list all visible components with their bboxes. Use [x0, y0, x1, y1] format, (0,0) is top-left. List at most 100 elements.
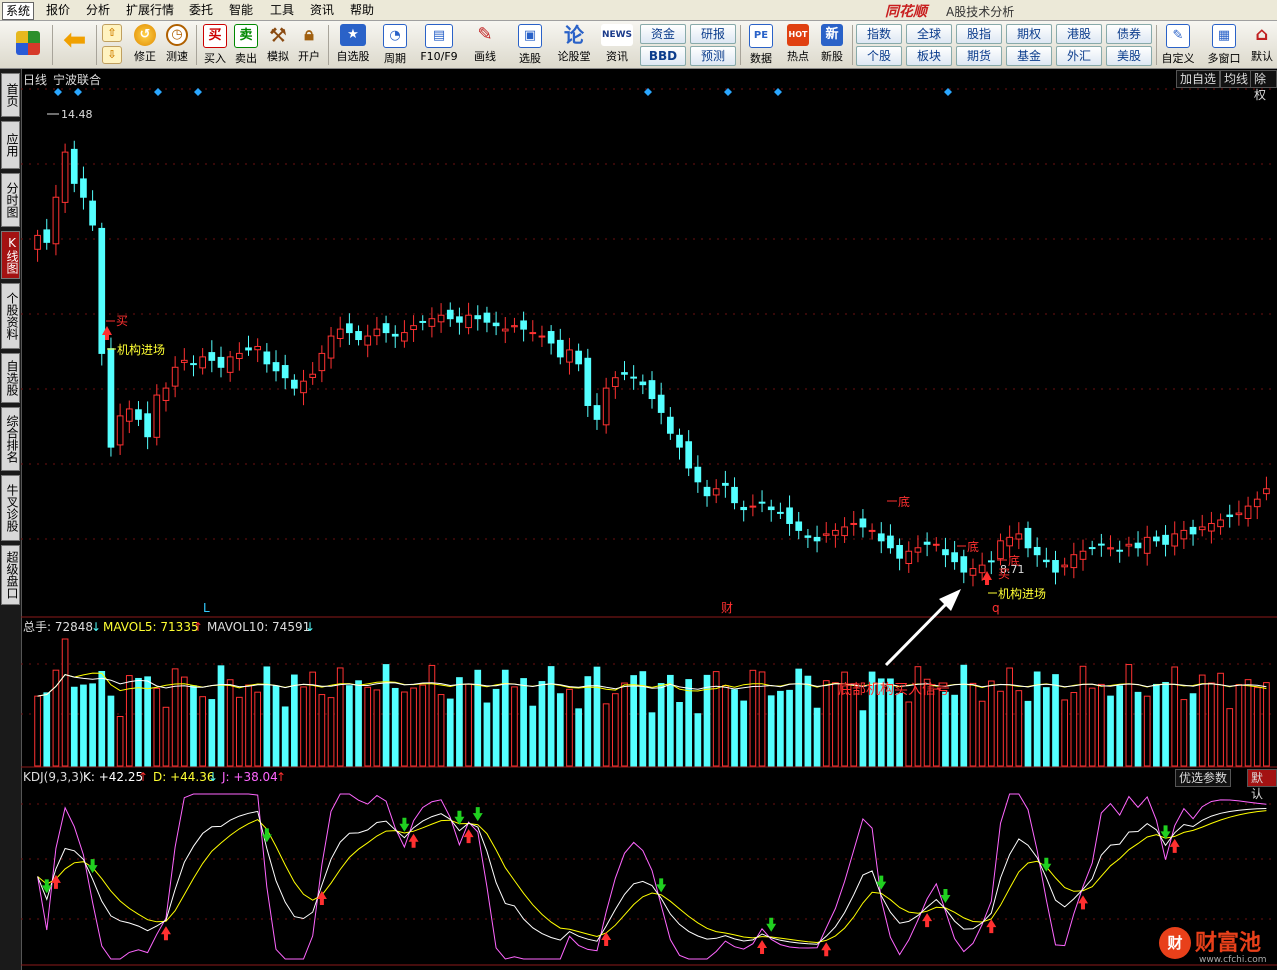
simulate-button[interactable]: ⚒ 模拟	[267, 23, 289, 63]
draw-line-button[interactable]: ✎ 画线	[474, 24, 496, 63]
candle-body-122	[1153, 536, 1160, 542]
optimal-params-button[interactable]: 优选参数	[1175, 769, 1232, 787]
volume-total: 总手: 72848	[23, 620, 93, 634]
volume-bar-111	[1052, 674, 1059, 767]
layout-button[interactable]	[12, 23, 44, 67]
kdj-default-button[interactable]: 默认	[1247, 769, 1277, 801]
tab-diagnosis[interactable]: 牛叉诊股	[1, 475, 20, 541]
market-us-button[interactable]: 美股	[1106, 46, 1152, 66]
candle-body-116	[1098, 543, 1105, 546]
volume-bar-121	[1143, 695, 1151, 767]
arrow-left-icon: ⬅	[63, 23, 87, 56]
menu-ext-market[interactable]: 扩展行情	[126, 3, 175, 17]
candle-body-39	[391, 333, 399, 337]
tab-stock-info[interactable]: 个股资料	[1, 283, 20, 349]
sell-button[interactable]: 卖 卖出	[230, 23, 262, 67]
tab-kline[interactable]: K线图	[1, 231, 20, 279]
chart-svg: 14.48 买 机构进场 底 底 底 8.71 买 机构进场 L 财 q 底部机…	[21, 88, 1277, 966]
volume-bar-3	[61, 638, 69, 767]
menu-system[interactable]: 系统	[2, 2, 35, 20]
buy-button[interactable]: 买 买入	[199, 23, 231, 67]
data-button[interactable]: PE 数据	[745, 23, 777, 67]
period-button[interactable]: ◔ 周期	[377, 23, 413, 67]
candle-body-60	[584, 357, 592, 406]
market-stock-button[interactable]: 个股	[856, 46, 902, 66]
market-fund-button[interactable]: 基金	[1006, 46, 1052, 66]
volume-ma5-up-icon: ↑	[193, 620, 203, 634]
tab-watchlist[interactable]: 自选股	[1, 353, 20, 403]
pencil-icon: ✎	[477, 24, 493, 45]
candle-body-118	[1116, 549, 1124, 552]
candle-body-15	[171, 366, 179, 387]
kdj-golden-cross-arrow-15	[821, 942, 832, 957]
market-index-button[interactable]: 指数	[856, 24, 902, 44]
new-stock-button[interactable]: 新 新股	[816, 23, 848, 67]
stock-name: 宁波联合	[53, 73, 102, 87]
kdj-k-line	[37, 808, 1267, 945]
f10-button[interactable]: ▤ F10/F9	[417, 23, 461, 67]
candle-body-63	[611, 377, 619, 388]
brand-logo: 同花顺	[885, 4, 927, 20]
rights-button[interactable]: 除权	[1250, 70, 1277, 102]
market-global-button[interactable]: 全球	[906, 24, 952, 44]
tab-timeshare[interactable]: 分时图	[1, 173, 20, 227]
candle-body-79	[758, 501, 766, 504]
candle-body-29	[300, 380, 307, 394]
forecast-button[interactable]: 预测	[690, 46, 736, 66]
candle-body-121	[1143, 536, 1151, 554]
multi-window-button[interactable]: ▦ 多窗口	[1204, 23, 1244, 67]
menu-news[interactable]: 资讯	[310, 3, 335, 17]
open-account-button[interactable]: 🔒︎ 开户	[298, 24, 320, 63]
market-hk-button[interactable]: 港股	[1056, 24, 1102, 44]
candle-body-64	[621, 372, 628, 375]
candle-body-17	[190, 363, 197, 366]
bbd-button[interactable]: BBD	[640, 46, 686, 66]
news-button[interactable]: NEWS 资讯	[600, 23, 634, 67]
volume-bar-76	[731, 689, 738, 767]
default-button[interactable]: ⌂ 默认	[1251, 24, 1273, 63]
tab-home[interactable]: 首页	[1, 73, 20, 117]
news-icon: NEWS	[601, 24, 633, 46]
tab-apps[interactable]: 应用	[1, 121, 20, 169]
fund-button[interactable]: 资金	[640, 24, 686, 44]
volume-bars	[34, 638, 1270, 767]
add-watch-button[interactable]: 加自选	[1176, 70, 1221, 88]
speed-button[interactable]: ◷ 测速	[161, 23, 193, 67]
forum-button[interactable]: 论 论股堂	[557, 23, 591, 63]
candle-body-31	[318, 352, 326, 372]
market-index-futures-button[interactable]: 股指	[956, 24, 1002, 44]
market-options-button[interactable]: 期权	[1006, 24, 1052, 44]
volume-ma10-down-icon: ↓	[305, 620, 315, 634]
back-button[interactable]: ⬅	[58, 23, 90, 67]
menu-smart[interactable]: 智能	[229, 3, 254, 17]
market-bond-button[interactable]: 债券	[1106, 24, 1152, 44]
tab-ranking[interactable]: 综合排名	[1, 407, 20, 471]
hot-button[interactable]: HOT 热点	[782, 23, 814, 67]
menu-quote[interactable]: 报价	[46, 3, 71, 17]
candle-body-88	[841, 526, 848, 537]
event-diamond-5	[724, 88, 732, 96]
stock-picker-button[interactable]: ▣ 选股	[512, 23, 548, 67]
market-futures-button[interactable]: 期货	[956, 46, 1002, 66]
market-sector-button[interactable]: 板块	[906, 46, 952, 66]
watchlist-button[interactable]: ★ 自选股	[333, 23, 373, 67]
customize-button[interactable]: ✎ 自定义	[1160, 23, 1196, 67]
tab-super-quote[interactable]: 超级盘口	[1, 545, 20, 605]
menu-order[interactable]: 委托	[189, 3, 214, 17]
up-button[interactable]: ⇧ ⇩	[100, 23, 124, 67]
kline-chart-area[interactable]: 日线 宁波联合 加自选 均线 除权 14.48 买 机构进场 底 底 底 8.7…	[21, 69, 1277, 970]
research-button[interactable]: 研报	[690, 24, 736, 44]
candle-body-61	[593, 405, 601, 420]
volume-bar-134	[1263, 682, 1270, 767]
menu-tools[interactable]: 工具	[270, 3, 295, 17]
fix-button[interactable]: ↺ 修正	[129, 23, 161, 67]
volume-bar-64	[621, 682, 628, 767]
candle-body-54	[529, 332, 537, 335]
candle-body-8	[107, 348, 115, 448]
menu-help[interactable]: 帮助	[350, 3, 375, 17]
period-label: 日线	[23, 73, 48, 87]
market-forex-button[interactable]: 外汇	[1056, 46, 1102, 66]
volume-bar-104	[987, 680, 995, 767]
menu-analysis[interactable]: 分析	[86, 3, 111, 17]
volume-bar-54	[529, 705, 537, 767]
